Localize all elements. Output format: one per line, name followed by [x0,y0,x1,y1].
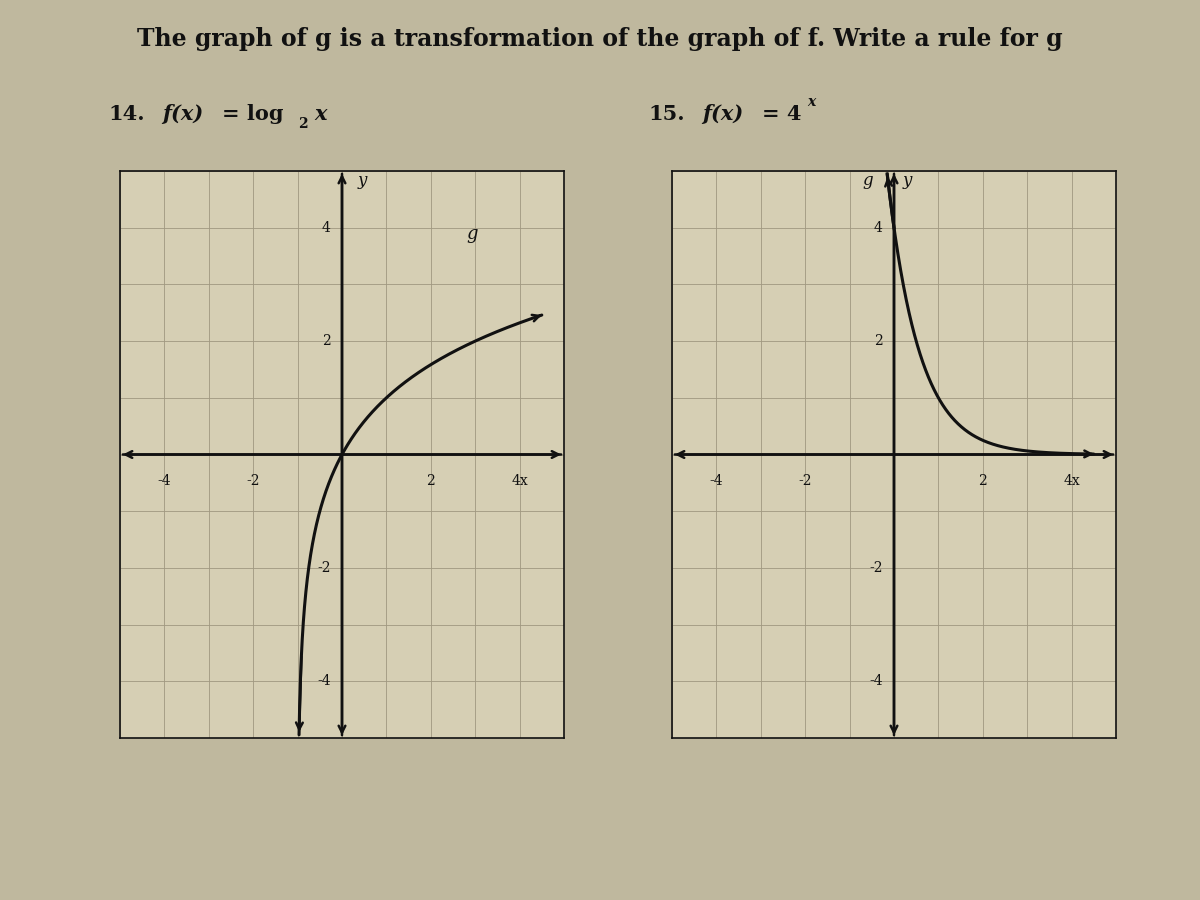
Text: 2: 2 [298,117,307,131]
Text: 14.: 14. [108,104,145,123]
Text: 2: 2 [426,474,436,489]
Text: x: x [808,94,816,109]
Text: The graph of g is a transformation of the graph of f. Write a rule for g: The graph of g is a transformation of th… [137,27,1063,51]
Text: -2: -2 [317,561,331,575]
Text: 4x: 4x [1063,474,1080,489]
Text: f(x): f(x) [702,104,743,123]
Text: 4: 4 [322,220,331,235]
Text: = 4: = 4 [762,104,802,123]
Text: = log: = log [222,104,283,123]
Text: 4x: 4x [511,474,528,489]
Text: y: y [358,172,367,189]
Text: 2: 2 [978,474,988,489]
Text: x: x [314,104,326,123]
Text: -2: -2 [246,474,260,489]
Text: f(x): f(x) [162,104,203,123]
Text: -4: -4 [709,474,724,489]
Text: g: g [467,225,478,243]
Text: 4: 4 [874,220,883,235]
Text: 2: 2 [874,334,883,348]
Text: -4: -4 [157,474,172,489]
Text: 15.: 15. [648,104,685,123]
Text: -4: -4 [869,674,883,688]
Text: y: y [902,172,912,189]
Text: g: g [863,172,874,189]
Text: -4: -4 [317,674,331,688]
Text: -2: -2 [869,561,883,575]
Text: 2: 2 [322,334,331,348]
Text: -2: -2 [798,474,812,489]
